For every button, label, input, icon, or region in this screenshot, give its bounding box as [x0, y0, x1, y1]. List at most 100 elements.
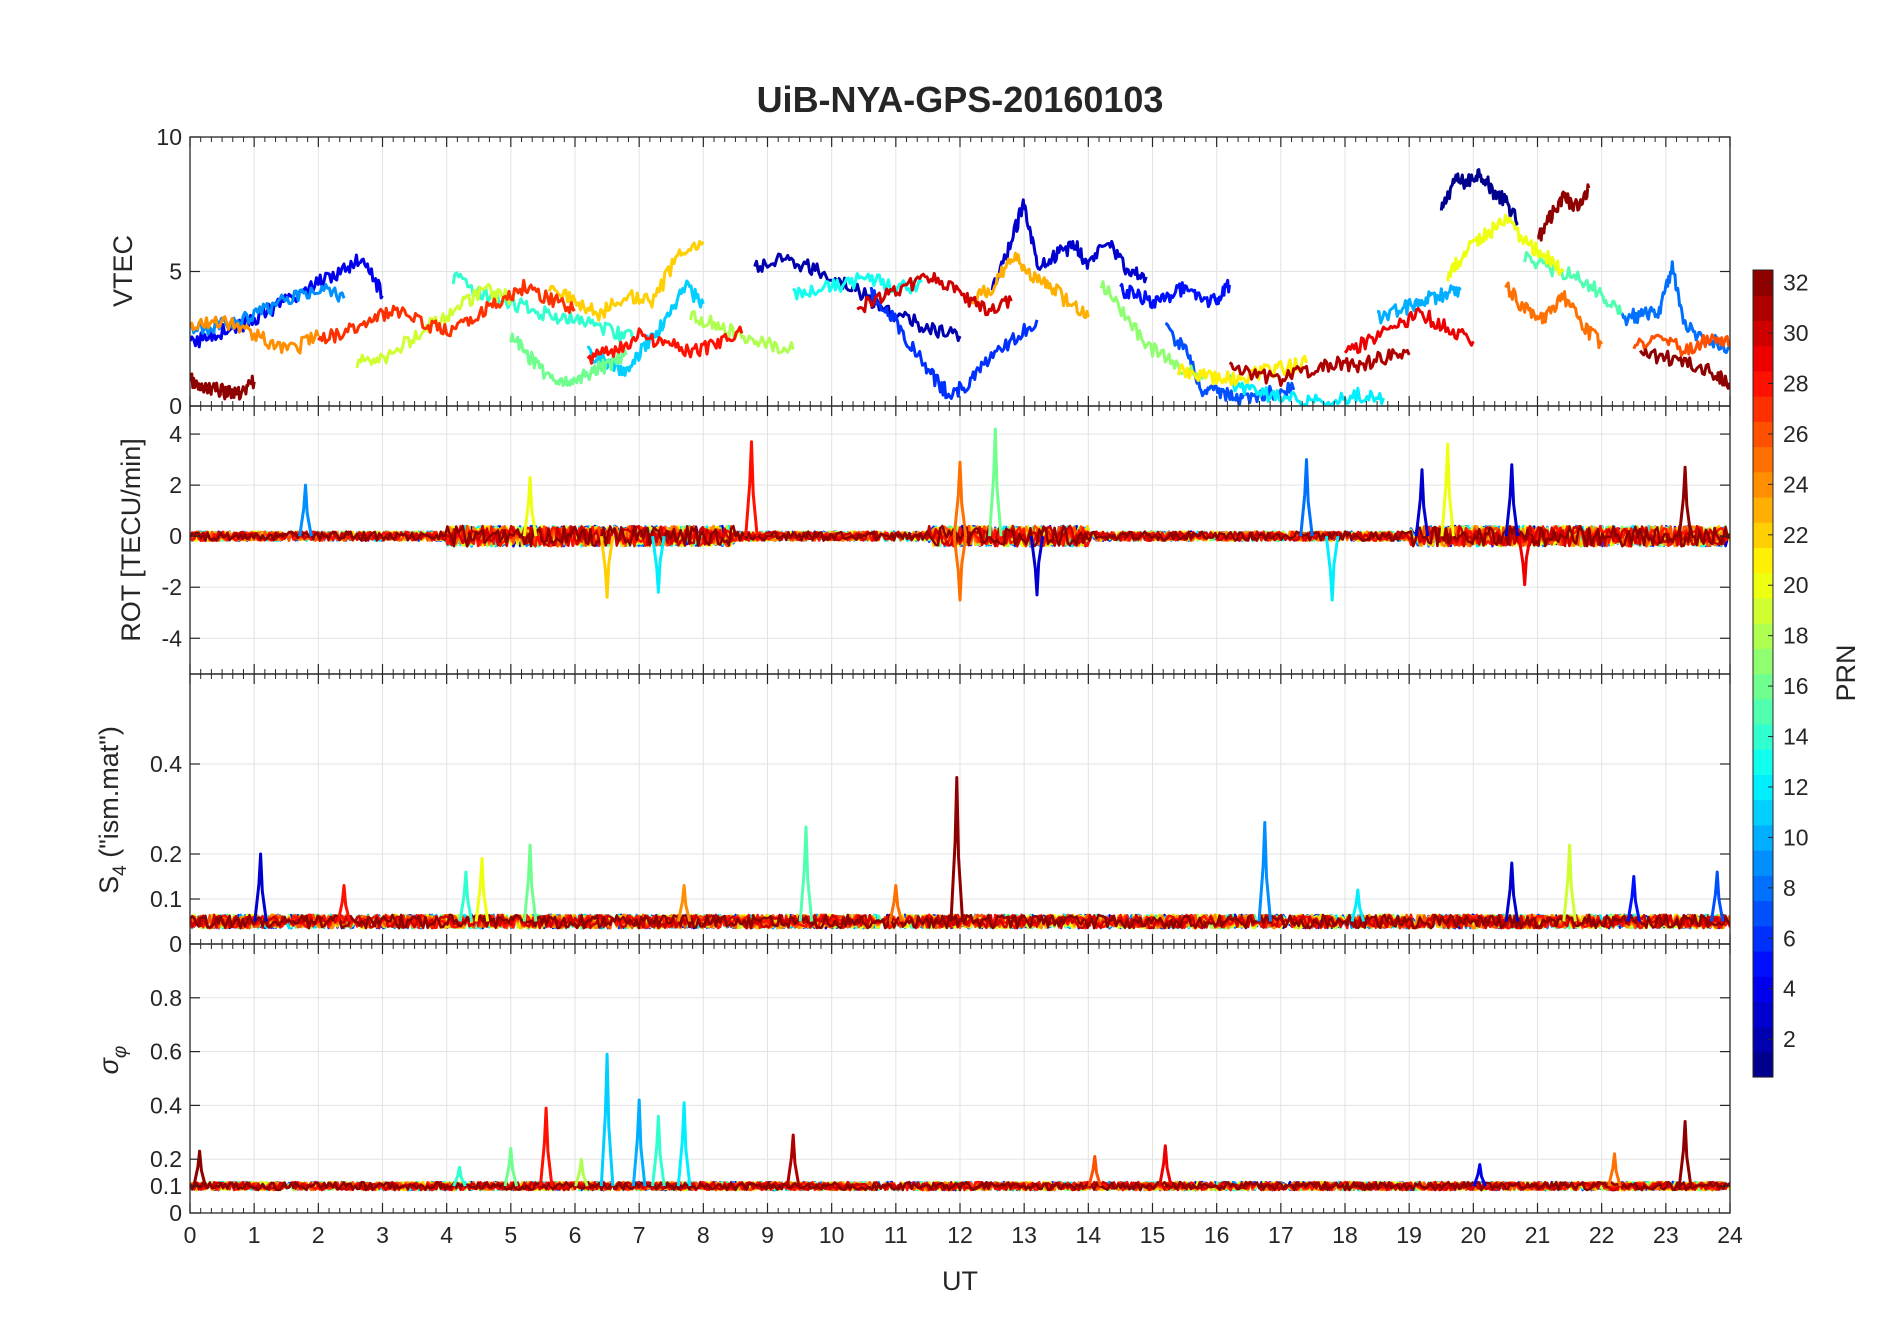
colorbar-frame: [1752, 269, 1774, 1078]
colorbar-swatch: [1753, 698, 1773, 725]
colorbar-swatch: [1753, 774, 1773, 801]
vtec-series-prn-1: [1439, 168, 1519, 226]
colorbar-label: PRN: [1831, 644, 1861, 701]
vtec-series-prn-6: [869, 286, 1039, 400]
x-tick-label: 9: [761, 1222, 774, 1248]
x-tick-label: 22: [1589, 1222, 1615, 1248]
y-tick-label-s4: 0.2: [150, 841, 182, 867]
vtec-series-prn-19: [355, 282, 513, 369]
rot-spike-prn-25: [952, 460, 968, 537]
colorbar-swatch: [1753, 547, 1773, 574]
vtec-series-prn-26: [1632, 333, 1730, 357]
panel-rot: -4 -2 0 2 4 ROT [TECU/min]: [116, 405, 1731, 675]
s4-spike-prn-32: [949, 776, 965, 922]
grid-vtec: [190, 136, 1730, 407]
sigma-spike-prn-32: [1677, 1120, 1693, 1187]
ylabel-s4-rest: ("ism.mat"): [94, 726, 124, 865]
rot-spike-prn-25: [952, 535, 968, 602]
rot-trace-prn-32: [190, 524, 1730, 548]
s4-spike-prn-16: [522, 843, 538, 922]
colorbar-tick-label: 14: [1783, 724, 1809, 750]
colorbar-swatch: [1753, 925, 1773, 952]
panel-s4: 0 0.1 0.2 0.4 S4 ("ism.mat"): [94, 673, 1731, 957]
ticks-sigma: 00.10.2 0.4 0.6 0.8: [150, 944, 1731, 1226]
vtec-series-prn-15: [1523, 251, 1623, 316]
s4-spike-prn-15: [798, 825, 814, 922]
s4-spike-prn-3: [253, 852, 268, 922]
vtec-series-prn-24: [190, 315, 320, 355]
x-tick-label: 19: [1396, 1222, 1422, 1248]
sigma-spike-prn-31: [785, 1133, 801, 1187]
x-tick-label: 6: [569, 1222, 582, 1248]
x-tick-label: 2: [312, 1222, 325, 1248]
x-tick-label: 12: [947, 1222, 973, 1248]
colorbar-tick-label: 24: [1783, 471, 1809, 497]
x-tick-label: 24: [1717, 1222, 1743, 1248]
y-tick-label-sigma: 0: [169, 1200, 182, 1226]
s4-spike-prn-28: [336, 884, 352, 922]
colorbar-swatch: [1753, 976, 1773, 1002]
rot-spike-prn-28: [744, 440, 759, 537]
s4-spike-prn-3: [1504, 861, 1520, 922]
rot-spike-prn-29: [1517, 535, 1532, 587]
colorbar-tick-label: 20: [1783, 572, 1809, 598]
rot-spike-prn-12: [651, 535, 666, 594]
sigma-spike-prn-18: [574, 1157, 589, 1187]
sigma-spike-prn-11: [599, 1052, 615, 1187]
sigma-spike-prn-25: [1607, 1152, 1622, 1187]
x-tick-label: 0: [184, 1222, 197, 1248]
x-tick-label: 23: [1653, 1222, 1679, 1248]
chart-title: UiB-NYA-GPS-20160103: [757, 79, 1164, 120]
panel-vtec: 0 5 10 VTEC: [108, 124, 1731, 419]
x-tick-label: 7: [633, 1222, 646, 1248]
colorbar-tick-label: 12: [1783, 774, 1809, 800]
y-tick-label-rot: 0: [169, 523, 182, 549]
vtec-series-prn-9: [190, 282, 346, 336]
colorbar-swatch: [1753, 723, 1773, 750]
rot-spike-prn-20: [522, 476, 538, 537]
rot-spike-prn-20: [1440, 442, 1455, 537]
vtec-series-prn-32: [1638, 348, 1730, 390]
colorbar-swatch: [1753, 597, 1773, 624]
vtec-series-prn-11: [586, 279, 705, 377]
colorbar-swatch: [1753, 673, 1773, 700]
colorbar-swatch: [1753, 471, 1773, 498]
sigma-spike-prn-16: [503, 1146, 519, 1187]
y-tick-label-s4: 0: [169, 931, 182, 957]
vtec-series-prn-10: [1376, 284, 1462, 325]
colorbar-swatch: [1753, 850, 1773, 876]
vtec-series-prn-25: [1504, 281, 1603, 350]
panel-sigma: 00.10.2 0.4 0.6 0.8 σφ: [94, 943, 1731, 1226]
sigma-spike-prn-12: [676, 1101, 692, 1187]
plot-vtec: [190, 168, 1730, 406]
plot-rot: [190, 427, 1730, 602]
s4-spike-prn-7: [1709, 870, 1725, 922]
x-tick-label: 11: [884, 1222, 908, 1248]
rot-spike-prn-3: [1029, 535, 1045, 597]
rot-spike-prn-12: [1324, 535, 1340, 602]
vtec-series-prn-13: [792, 272, 923, 301]
y-tick-label-sigma: 0.8: [150, 985, 182, 1011]
vtec-series-prn-27: [317, 278, 576, 345]
colorbar-tick-label: 28: [1783, 370, 1809, 396]
vtec-series-prn-5: [1119, 278, 1231, 310]
plot-s4: [190, 776, 1730, 930]
vtec-series-prn-23: [971, 251, 1090, 320]
colorbar-tick-label: 2: [1783, 1026, 1796, 1052]
ylabel-rot: ROT [TECU/min]: [116, 438, 146, 642]
y-tick-label-vtec: 5: [169, 259, 182, 285]
y-tick-label-sigma: 0.4: [150, 1092, 182, 1118]
colorbar-tick-label: 16: [1783, 673, 1809, 699]
x-tick-labels: 0 1 2 3 4 5 6 7 8 9 10 11 12 13 14 15 16 17 18 19 20 21 22 23 24: [184, 1222, 1743, 1248]
colorbar-swatch: [1753, 522, 1773, 549]
sigma-spike-prn-29: [1158, 1144, 1173, 1187]
x-tick-label: 14: [1076, 1222, 1102, 1248]
colorbar-swatches: [1753, 270, 1773, 1078]
x-tick-label: 15: [1140, 1222, 1166, 1248]
grid-s4: [190, 674, 1730, 945]
sigma-spike-prn-14: [452, 1165, 467, 1187]
y-tick-label-s4: 0.1: [150, 886, 182, 912]
colorbar-swatch: [1753, 396, 1773, 422]
s4-spike-prn-24: [676, 884, 692, 922]
vtec-series-prn-32: [1536, 183, 1591, 242]
